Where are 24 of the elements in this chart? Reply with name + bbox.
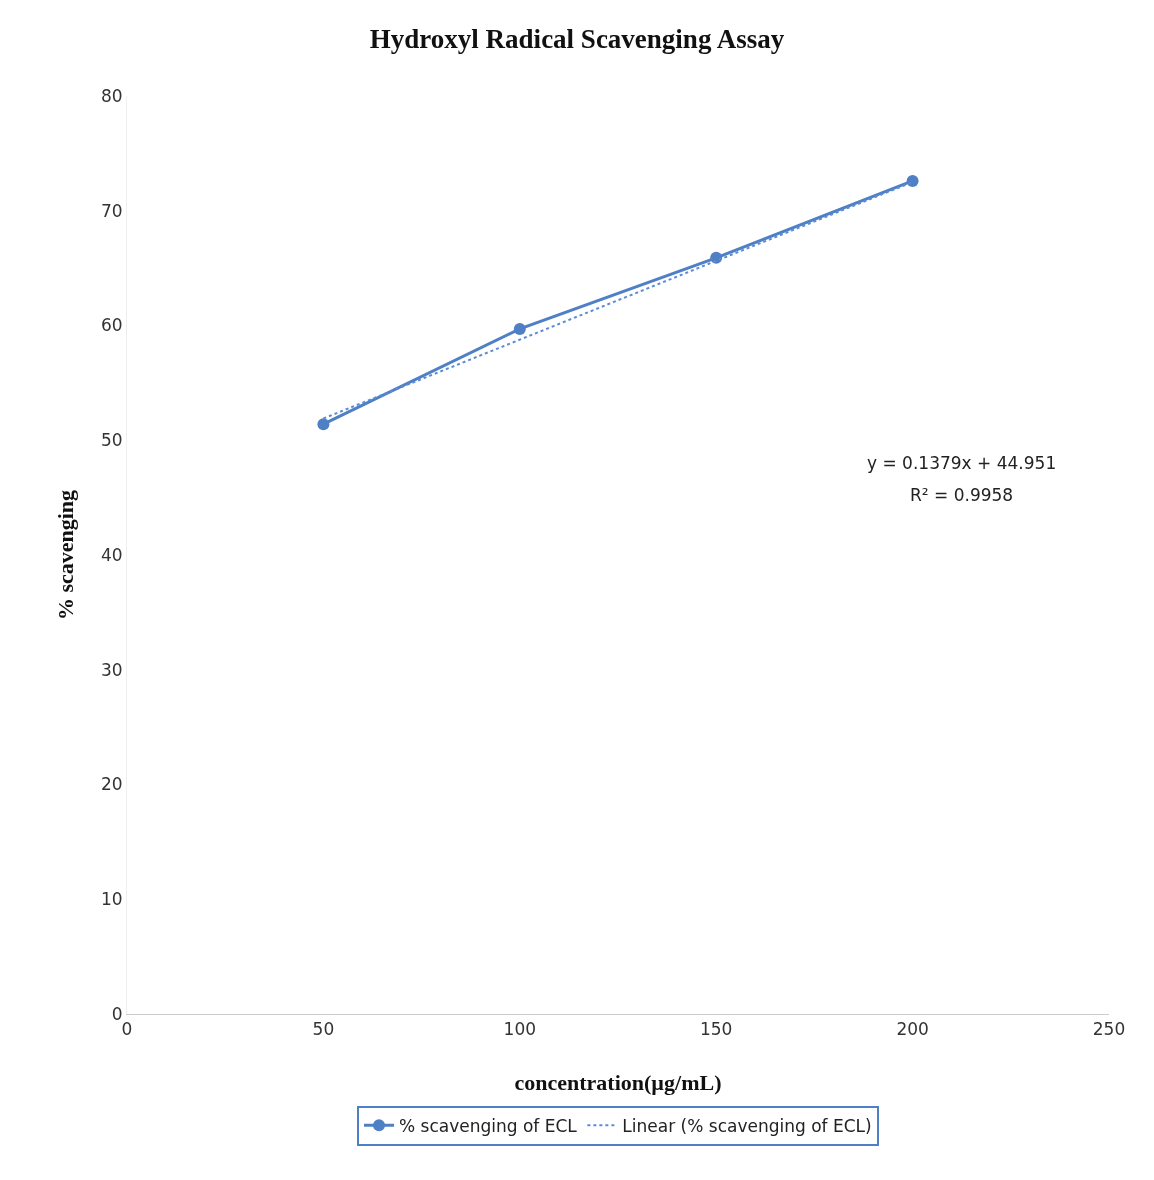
legend-label: % scavenging of ECL [399,1115,578,1136]
annotation: y = 0.1379x + 44.951 [867,453,1057,473]
x-tick-label: 200 [896,1019,929,1040]
x-tick-label: 50 [312,1019,335,1040]
point [317,418,330,431]
annotation: R² = 0.9958 [910,485,1014,505]
x-axis-title: concentration(µg/mL) [514,1070,722,1095]
y-tick-label: 70 [100,200,123,221]
x-tick-label: 100 [503,1019,537,1040]
y-tick-label: 80 [100,85,123,106]
point [906,174,919,187]
y-tick-label: 10 [100,889,123,910]
y-tick-label: 20 [100,774,123,795]
y-axis-title: % scavenging [53,489,78,621]
y-tick-label: 50 [100,430,123,451]
y-tick-label: 60 [100,315,123,336]
y-tick-label: 40 [100,544,123,565]
x-tick-label: 250 [1092,1019,1126,1040]
point [513,322,526,335]
y-tick-label: 0 [111,1003,123,1024]
legend-label: Linear (% scavenging of ECL) [622,1115,872,1136]
x-tick-label: 150 [699,1019,733,1040]
y-tick-label: 30 [100,659,123,680]
chart-title: Hydroxyl Radical Scavenging Assay [369,24,785,55]
